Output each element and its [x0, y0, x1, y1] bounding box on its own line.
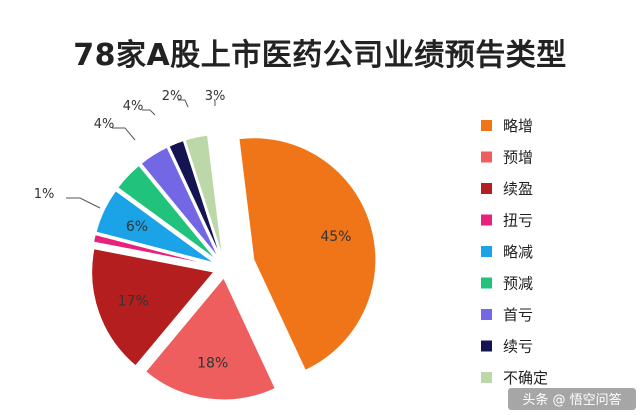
pie-slice-2 [144, 276, 276, 401]
callout-leader-line [66, 197, 101, 209]
legend-label: 略减 [503, 243, 533, 261]
callout-leader-line [142, 109, 156, 116]
legend-swatch [481, 372, 492, 383]
legend-label: 预增 [503, 149, 533, 167]
legend-swatch [481, 120, 492, 131]
legend-label: 扭亏 [503, 212, 533, 230]
legend-swatch [481, 183, 492, 194]
slice-value-label: 1% [34, 187, 55, 202]
watermark: 头条 @ 悟空问答 [508, 388, 636, 410]
pie-slices [91, 134, 377, 401]
pie-slice-labels: 45% 18% 17% 1% 6% 4% 4% 2% 3% [34, 89, 352, 372]
slice-value-label: 4% [94, 117, 115, 132]
watermark-background [508, 388, 636, 410]
watermark-text: 头条 @ 悟空问答 [522, 392, 621, 408]
slice-value-label: 18% [197, 356, 228, 372]
pie-slice-3 [91, 248, 215, 367]
pie-slice-7 [140, 146, 220, 259]
legend-label: 不确定 [503, 369, 548, 387]
slice-value-label: 4% [123, 99, 144, 114]
pie-slice-8 [168, 140, 222, 258]
slice-value-label: 3% [205, 89, 226, 104]
legend-label: 略增 [503, 117, 533, 135]
legend-label: 首亏 [503, 306, 533, 324]
pie-slice-4 [92, 233, 214, 266]
pie-slice-5 [95, 190, 215, 264]
pie-slice-9 [184, 134, 223, 257]
chart-title: 78家A股上市医药公司业绩预告类型 [73, 38, 567, 73]
legend-swatch [481, 277, 492, 289]
slice-value-label: 6% [126, 219, 148, 235]
legend-swatch [481, 340, 492, 352]
callout-leader-line [214, 99, 216, 106]
slice-value-label: 45% [320, 229, 351, 245]
legend-label: 续亏 [503, 338, 533, 356]
callout-leader-line [112, 127, 136, 141]
legend-swatch [481, 214, 492, 226]
legend-swatch [481, 309, 492, 320]
pie-slice-6 [117, 164, 217, 261]
legend-label: 续盈 [503, 180, 533, 198]
legend-label: 预减 [503, 275, 533, 293]
slice-value-label: 17% [118, 294, 149, 310]
pie-slice-1 [238, 137, 377, 371]
legend-swatch [481, 246, 492, 257]
legend-swatch [481, 151, 492, 163]
slice-value-label: 2% [162, 89, 183, 104]
callout-leader-line [178, 99, 189, 108]
